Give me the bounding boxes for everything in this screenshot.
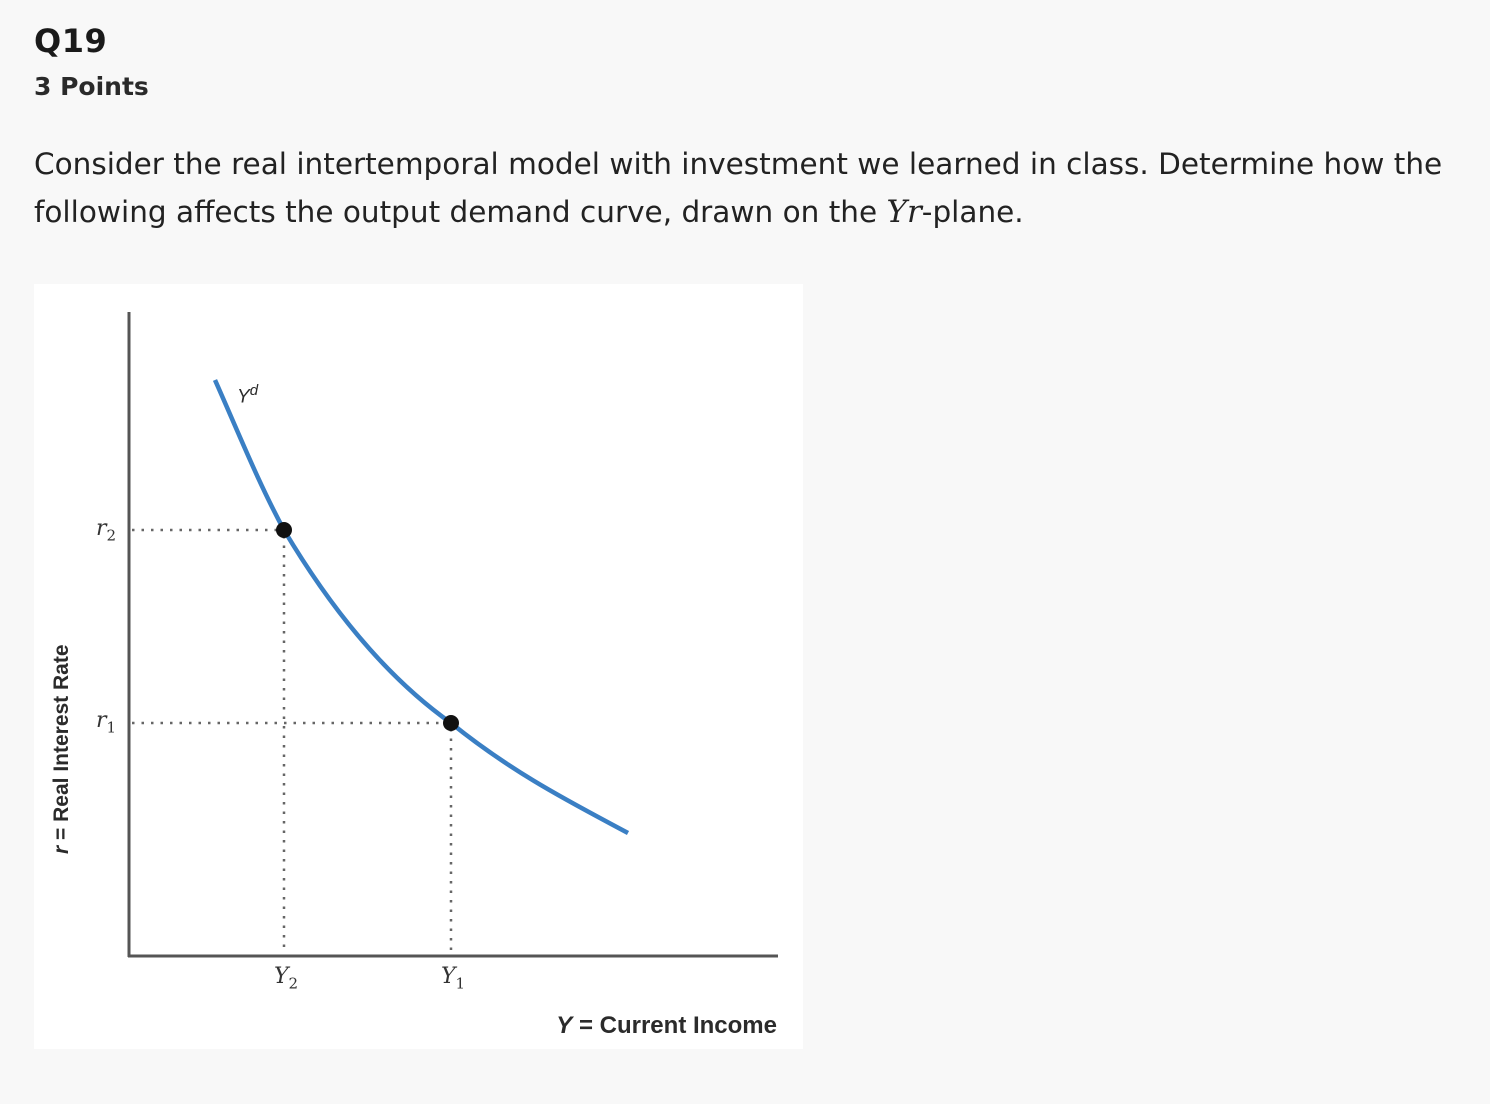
question-body: Consider the real intertemporal model wi…	[34, 140, 1474, 236]
y-axis-var: r	[50, 845, 73, 854]
output-demand-figure: r = Real Interest Rate Yd r2 r1 Y2 Y1 Y …	[34, 284, 803, 1049]
point-Y1-r1	[443, 715, 459, 731]
question-text-after: -plane.	[921, 195, 1024, 229]
tick-Y1: Y1	[441, 964, 465, 992]
tick-r2-sub: 2	[106, 526, 117, 545]
tick-Y2: Y2	[274, 964, 298, 992]
y-axis-text: = Real Interest Rate	[50, 644, 73, 846]
tick-r2-base: r	[96, 516, 107, 541]
tick-r1: r1	[96, 708, 116, 736]
chart-canvas	[127, 312, 778, 958]
tick-Y1-sub: 1	[455, 974, 466, 993]
curve-label-sup: d	[249, 382, 259, 399]
curve-label-base: Y	[237, 386, 250, 408]
math-yr: Yr	[886, 194, 922, 230]
question-text-before: Consider the real intertemporal model wi…	[34, 147, 1443, 229]
x-axis-text: = Current Income	[572, 1012, 777, 1039]
tick-Y2-base: Y	[274, 964, 289, 989]
y-axis-label: r = Real Interest Rate	[50, 644, 74, 854]
tick-Y2-sub: 2	[288, 974, 299, 993]
output-demand-curve	[212, 379, 630, 835]
x-axis-label: Y = Current Income	[556, 1012, 777, 1040]
tick-r2: r2	[96, 516, 116, 544]
x-axis-var: Y	[556, 1012, 573, 1039]
tick-Y1-base: Y	[441, 964, 456, 989]
tick-r1-base: r	[96, 708, 107, 733]
point-Y2-r2	[276, 522, 292, 538]
tick-r1-sub: 1	[106, 718, 117, 737]
question-points: 3 Points	[34, 72, 149, 101]
question-title: Q19	[34, 22, 108, 60]
curve-label-yd: Yd	[237, 382, 258, 408]
